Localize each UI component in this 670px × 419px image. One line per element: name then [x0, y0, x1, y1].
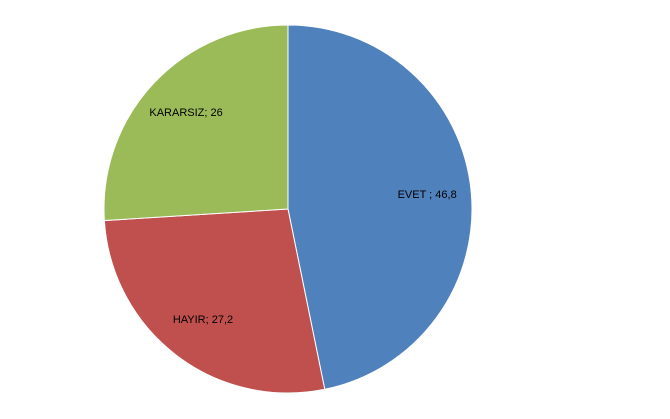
- data-label: HAYIR; 27,2: [173, 314, 233, 326]
- data-label: EVET ; 46,8: [398, 189, 457, 201]
- pie-slice: [103, 24, 289, 222]
- pie-slice: [287, 24, 473, 390]
- pie-slice: [103, 208, 326, 394]
- data-label: KARARSIZ; 26: [149, 107, 222, 119]
